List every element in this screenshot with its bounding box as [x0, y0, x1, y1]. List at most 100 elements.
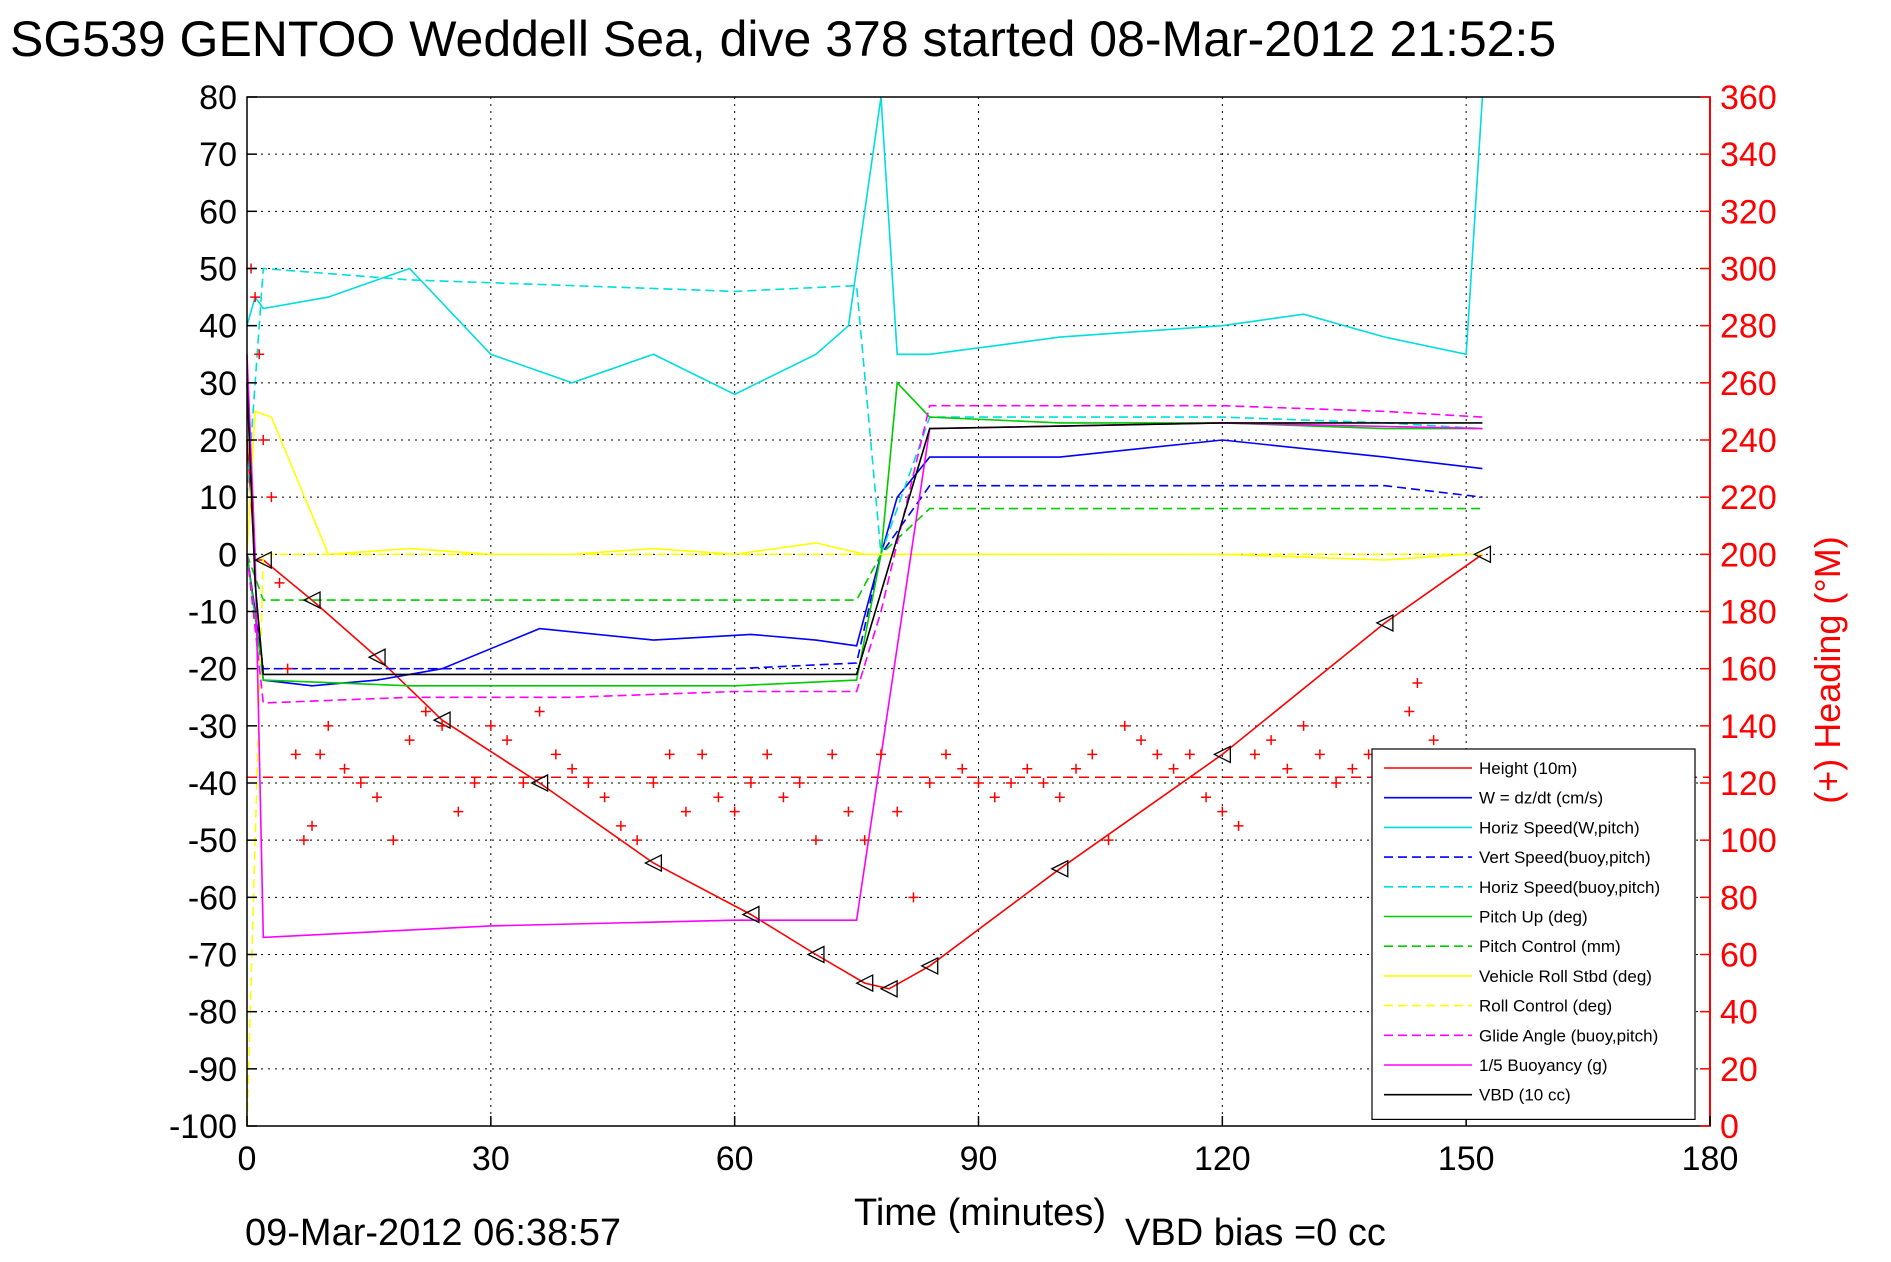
- vbd-bias-note: VBD bias =0 cc: [1125, 1212, 1386, 1254]
- series-layer: [246, 96, 1710, 1127]
- left-tick-label: -90: [188, 1051, 237, 1089]
- heading-point: [810, 835, 821, 846]
- left-tick-label: -50: [188, 822, 237, 860]
- right-tick-label: 0: [1720, 1108, 1739, 1146]
- height-marker: [1050, 859, 1069, 878]
- heading-point: [1022, 763, 1033, 774]
- right-tick-label: 120: [1720, 765, 1777, 803]
- left-tick-label: 0: [218, 536, 237, 574]
- right-tick-label: 100: [1720, 822, 1777, 860]
- heading-point: [632, 835, 643, 846]
- right-tick-label: 140: [1720, 708, 1777, 746]
- right-tick-label: 280: [1720, 308, 1777, 346]
- right-tick-label: 360: [1720, 79, 1777, 117]
- heading-point: [1331, 778, 1342, 788]
- heading-point: [1006, 778, 1017, 788]
- left-tick-label: 50: [199, 251, 237, 289]
- left-tick-label: -10: [188, 594, 237, 632]
- x-tick-label: 150: [1438, 1140, 1495, 1178]
- heading-point: [745, 778, 756, 788]
- heading-point: [778, 792, 789, 803]
- right-tick-label: 220: [1720, 479, 1777, 517]
- heading-point: [1136, 735, 1147, 746]
- legend-entry: Vert Speed(buoy,pitch): [1479, 848, 1651, 867]
- height-marker: [879, 979, 898, 998]
- heading-point: [680, 806, 691, 817]
- heading-point: [355, 778, 366, 788]
- heading-point: [827, 749, 838, 760]
- heading-point: [1184, 749, 1195, 760]
- height-marker: [367, 648, 386, 667]
- left-tick-label: -30: [188, 708, 237, 746]
- left-tick-label: 60: [199, 193, 237, 231]
- right-axis-label: (+) Heading (°M): [1807, 536, 1848, 803]
- height-marker: [1375, 613, 1394, 632]
- legend-entry: Height (10m): [1479, 759, 1577, 778]
- heading-point: [989, 792, 1000, 803]
- height-marker: [643, 853, 663, 873]
- heading-point: [1233, 820, 1244, 831]
- heading-point: [404, 735, 415, 746]
- right-tick-label: 240: [1720, 422, 1777, 460]
- legend-entry: Glide Angle (buoy,pitch): [1479, 1026, 1658, 1045]
- heading-point: [1428, 735, 1439, 746]
- heading-point: [859, 835, 870, 846]
- heading-point: [697, 749, 708, 760]
- heading-point: [1249, 749, 1260, 760]
- left-tick-label: 40: [199, 308, 237, 346]
- height-marker: [1212, 745, 1231, 764]
- heading-point: [648, 778, 659, 788]
- x-tick-label: 60: [716, 1140, 754, 1178]
- right-tick-label: 40: [1720, 994, 1758, 1032]
- height-marker: [253, 550, 272, 570]
- heading-point: [518, 778, 529, 788]
- heading-point: [875, 749, 886, 760]
- left-tick-label: -100: [169, 1108, 237, 1146]
- heading-point: [908, 892, 919, 903]
- heading-point: [1298, 720, 1309, 731]
- x-tick-label: 90: [960, 1140, 998, 1178]
- legend-entry: Horiz Speed(buoy,pitch): [1479, 878, 1660, 897]
- right-tick-label: 180: [1720, 594, 1777, 632]
- height-marker: [530, 773, 549, 793]
- heading-point: [794, 778, 805, 788]
- heading-point: [1087, 749, 1098, 760]
- left-tick-label: 30: [199, 365, 237, 403]
- heading-point: [290, 749, 301, 760]
- heading-point: [892, 806, 903, 817]
- heading-point: [266, 492, 277, 503]
- heading-point: [437, 720, 448, 731]
- series-line-5: [246, 267, 1483, 555]
- x-axis-label: Time (minutes): [854, 1192, 1106, 1234]
- series-line-1: [246, 439, 1483, 990]
- heading-point: [583, 778, 594, 788]
- right-tick-label: 340: [1720, 136, 1777, 174]
- legend-entry: Pitch Up (deg): [1479, 908, 1588, 927]
- heading-point: [957, 763, 968, 774]
- heading-point: [550, 749, 561, 760]
- right-tick-label: 320: [1720, 193, 1777, 231]
- heading-point: [1347, 763, 1358, 774]
- heading-point: [388, 835, 399, 846]
- legend-entry: Vehicle Roll Stbd (deg): [1479, 967, 1652, 986]
- heading-markers: [246, 263, 1488, 903]
- heading-point: [339, 763, 350, 774]
- height-marker: [806, 945, 825, 964]
- heading-point: [1103, 835, 1114, 846]
- height-marker: [1472, 545, 1492, 564]
- heading-point: [485, 720, 496, 731]
- right-tick-label: 200: [1720, 536, 1777, 574]
- left-tick-label: 20: [199, 422, 237, 460]
- heading-point: [843, 806, 854, 817]
- right-tick-label: 260: [1720, 365, 1777, 403]
- heading-point: [1168, 763, 1179, 774]
- right-tick-label: 60: [1720, 937, 1758, 975]
- legend-entry: W = dz/dt (cm/s): [1479, 789, 1603, 808]
- heading-point: [664, 749, 675, 760]
- left-tick-label: -60: [188, 879, 237, 917]
- left-tick-label: -70: [188, 937, 237, 975]
- heading-point: [1038, 778, 1049, 788]
- chart-title: SG539 GENTOO Weddell Sea, dive 378 start…: [10, 11, 1556, 67]
- left-tick-label: 80: [199, 79, 237, 117]
- heading-point: [254, 349, 265, 360]
